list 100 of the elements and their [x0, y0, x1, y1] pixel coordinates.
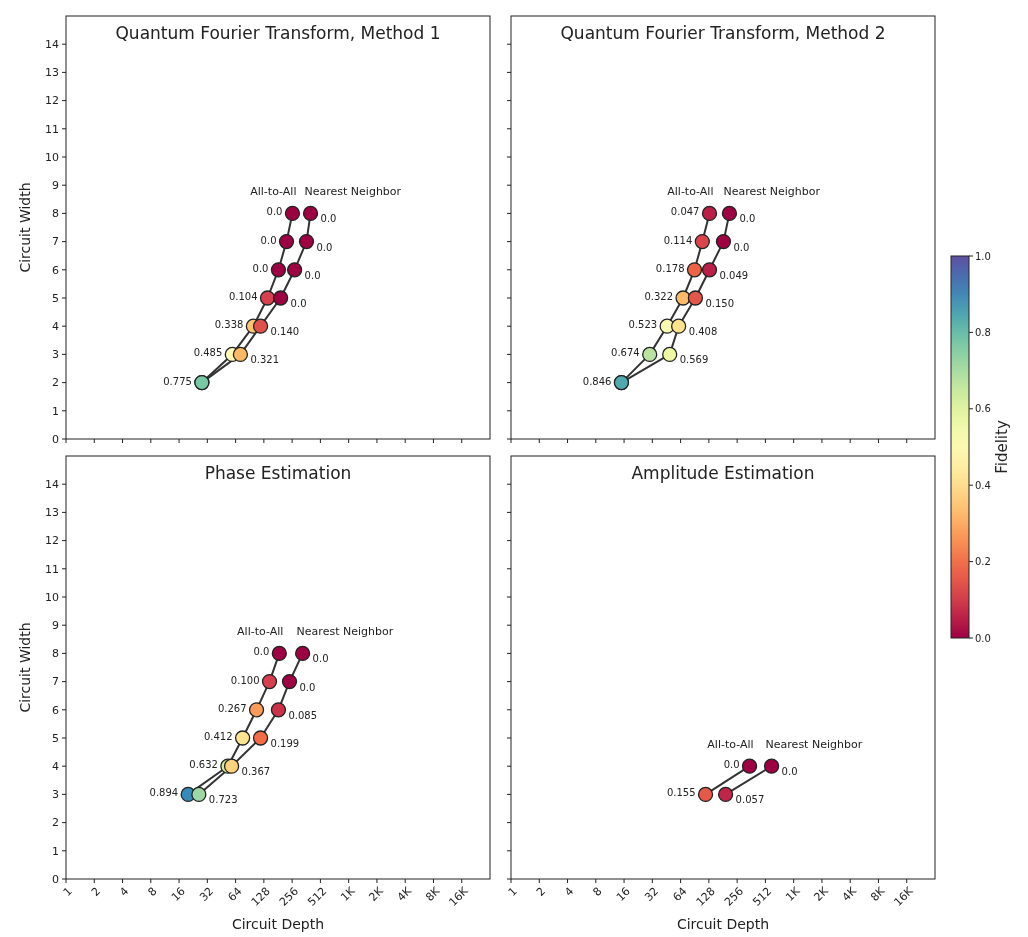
annotation: 0.0: [304, 269, 321, 281]
x-tick-label: 64: [670, 884, 690, 904]
chart-title: Quantum Fourier Transform, Method 2: [560, 23, 886, 43]
y-tick-label: 8: [52, 647, 59, 661]
chart-title: Quantum Fourier Transform, Method 1: [115, 23, 441, 43]
annotation: 0.150: [705, 298, 735, 309]
annotation: 0.674: [611, 347, 640, 359]
color-bar-label: 0.6: [975, 403, 991, 415]
annotation: 0.199: [270, 738, 300, 749]
x-axis-title: Circuit Depth: [231, 916, 325, 932]
annotation: 0.104: [228, 291, 258, 302]
y-tick-label: 13: [45, 66, 59, 80]
x-tick-label: 8: [590, 884, 605, 899]
x-axis-title: Circuit Depth: [676, 916, 770, 932]
annotation: 0.178: [655, 262, 685, 274]
annotation: 0.0: [733, 241, 750, 253]
x-tick-label: 4: [117, 884, 132, 899]
y-tick-label: 9: [52, 619, 59, 633]
color-bar-title: Fidelity: [993, 420, 1011, 474]
x-tick-label: 32: [642, 884, 662, 904]
color-bar-label: 0.0: [975, 632, 991, 644]
y-axis-title: Circuit Width: [17, 182, 33, 273]
annotation: 0.047: [670, 206, 700, 218]
annotation: 0.523: [628, 319, 658, 331]
series-label: All-to-All: [237, 625, 284, 639]
y-tick-label: 11: [45, 122, 59, 136]
color-bar-label: 0.8: [975, 326, 991, 338]
x-tick-label: 64: [225, 884, 245, 904]
annotation: 0.267: [217, 702, 247, 714]
y-tick-label: 4: [52, 760, 59, 774]
y-tick-label: 0: [52, 872, 59, 886]
series-label: Nearest Neighbor: [765, 738, 863, 752]
annotation: 0.0: [739, 213, 756, 225]
series-label: Nearest Neighbor: [723, 185, 821, 199]
x-tick-label: 8K: [423, 884, 443, 904]
y-tick-label: 7: [52, 675, 59, 689]
annotation: 0.0: [253, 646, 270, 658]
y-tick-label: 10: [45, 150, 59, 164]
y-tick-label: 3: [52, 788, 59, 802]
y-tick-label: 4: [52, 320, 59, 334]
annotation: 0.894: [149, 787, 179, 799]
y-tick-label: 1: [52, 404, 59, 418]
x-tick-label: 4K: [394, 884, 415, 904]
annotation: 0.723: [208, 794, 238, 806]
x-tick-label: 2: [88, 884, 104, 899]
annotation: 0.775: [163, 375, 192, 387]
annotation: 0.0: [260, 234, 277, 246]
annotation: 0.0: [290, 298, 307, 309]
y-tick-label: 9: [52, 179, 59, 193]
y-tick-label: 13: [45, 506, 59, 520]
annotation: 0.338: [214, 319, 244, 331]
series-label: Nearest Neighbor: [304, 185, 402, 199]
annotation: 0.485: [193, 347, 223, 359]
y-tick-label: 11: [45, 562, 59, 576]
y-tick-label: 5: [52, 291, 59, 305]
x-tick-label: 1K: [783, 884, 804, 904]
annotation: 0.569: [679, 354, 709, 366]
x-tick-label: 1: [505, 884, 520, 899]
series-label: Nearest Neighbor: [296, 625, 394, 639]
y-tick-label: 6: [52, 703, 59, 717]
annotation: 0.100: [230, 674, 260, 686]
x-tick-label: 16: [168, 884, 188, 904]
y-tick-label: 12: [45, 94, 59, 108]
y-tick-label: 8: [52, 207, 59, 221]
y-tick-label: 7: [52, 235, 59, 249]
x-tick-label: 2: [533, 884, 549, 899]
text: Phase Estimation: [204, 463, 352, 483]
x-tick-label: 1K: [338, 884, 359, 904]
color-bar-label: 1.0: [975, 250, 991, 262]
color-bar-label: 0.4: [975, 479, 991, 491]
y-tick-label: 6: [52, 263, 59, 277]
y-tick-label: 10: [45, 590, 59, 604]
x-tick-label: 16: [613, 884, 633, 904]
x-tick-label: 4: [562, 884, 577, 899]
color-bar-label: 0.2: [975, 556, 991, 568]
annotation: 0.085: [288, 709, 318, 721]
y-tick-label: 2: [52, 816, 59, 830]
annotation: 0.057: [735, 794, 765, 806]
y-tick-label: 14: [45, 38, 59, 52]
x-tick-label: 8: [145, 884, 160, 899]
series-label: All-to-All: [250, 185, 297, 199]
annotation: 0.0: [266, 206, 283, 218]
annotation: 0.408: [688, 326, 718, 338]
y-axis-title: Circuit Width: [17, 622, 33, 713]
annotation: 0.846: [582, 375, 612, 387]
x-tick-label: 2K: [366, 884, 387, 904]
annotation: 0.321: [250, 354, 280, 366]
annotation: 0.155: [666, 787, 696, 799]
y-tick-label: 1: [52, 844, 59, 858]
annotation: 0.412: [203, 731, 233, 742]
annotation: 0.322: [644, 291, 674, 302]
annotation: 0.0: [299, 681, 316, 693]
y-tick-label: 3: [52, 348, 59, 362]
annotation: 0.0: [316, 241, 333, 253]
y-tick-label: 14: [45, 478, 59, 492]
annotation: 0.049: [719, 269, 749, 281]
x-tick-label: 8K: [868, 884, 888, 904]
annotation: 0.632: [189, 759, 218, 771]
series-label: All-to-All: [707, 738, 754, 752]
y-tick-label: 0: [52, 432, 59, 446]
